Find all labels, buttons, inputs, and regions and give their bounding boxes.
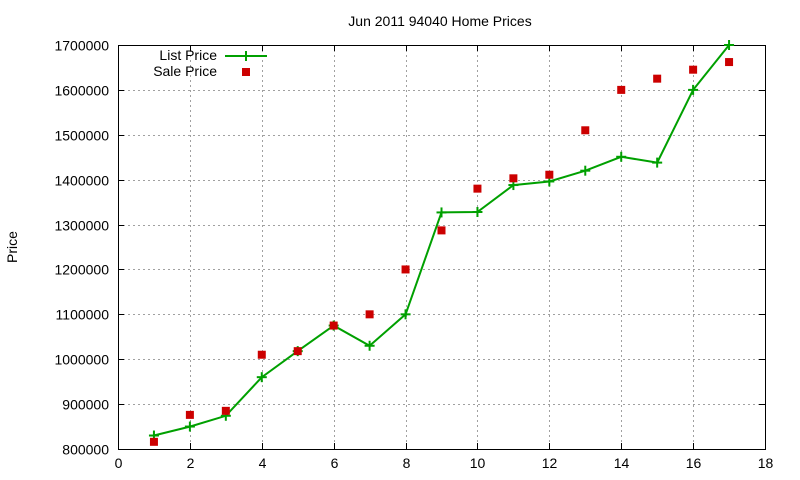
square-marker-icon: [149, 437, 158, 446]
x-tick-label: 0: [115, 455, 123, 471]
square-marker-icon: [221, 406, 230, 415]
y-tick-label: 1200000: [54, 262, 109, 278]
square-marker-icon: [509, 174, 518, 183]
square-marker-icon: [689, 65, 698, 74]
y-tick-label: 1400000: [54, 173, 109, 189]
x-axis-ticks: 0 2 4 6 8 10 12 14 16 18: [115, 45, 774, 471]
y-axis-label: Price: [4, 231, 20, 263]
x-tick-label: 18: [758, 455, 774, 471]
legend-label-sale-price: Sale Price: [153, 63, 217, 79]
chart-title: Jun 2011 94040 Home Prices: [348, 13, 531, 29]
plot-frame: [118, 45, 766, 450]
y-tick-label: 1600000: [54, 83, 109, 99]
square-marker-icon: [401, 265, 410, 274]
square-marker-icon: [257, 350, 266, 359]
y-tick-label: 1700000: [54, 38, 109, 54]
x-tick-label: 4: [259, 455, 267, 471]
legend: List Price Sale Price: [153, 47, 267, 79]
square-marker-icon: [365, 310, 374, 319]
square-marker-icon: [185, 410, 194, 419]
x-tick-label: 14: [614, 455, 630, 471]
x-tick-label: 2: [187, 455, 195, 471]
square-marker-icon: [545, 170, 554, 179]
series-sale-price: [149, 58, 734, 446]
legend-label-list-price: List Price: [159, 47, 217, 63]
x-tick-label: 10: [470, 455, 486, 471]
y-tick-label: 1100000: [56, 307, 110, 323]
y-tick-label: 1500000: [54, 128, 109, 144]
legend-square-marker-icon: [242, 68, 250, 76]
legend-plus-marker-icon: [241, 51, 251, 61]
y-tick-label: 1300000: [54, 218, 109, 234]
square-marker-icon: [617, 85, 626, 94]
y-tick-label: 1000000: [54, 352, 109, 368]
plot-border: [118, 45, 766, 450]
square-marker-icon: [653, 74, 662, 83]
square-marker-icon: [437, 226, 446, 235]
square-marker-icon: [581, 126, 590, 135]
square-marker-icon: [329, 321, 338, 330]
y-tick-label: 800000: [62, 442, 109, 458]
x-tick-label: 12: [542, 455, 558, 471]
y-axis-ticks: 800000 900000 1000000 1100000 1200000 1300000…: [54, 38, 765, 458]
x-tick-label: 6: [331, 455, 339, 471]
square-marker-icon: [725, 58, 734, 67]
y-tick-label: 900000: [62, 397, 109, 413]
x-tick-label: 8: [403, 455, 411, 471]
square-marker-icon: [293, 347, 302, 356]
x-tick-label: 16: [686, 455, 702, 471]
square-marker-icon: [473, 184, 482, 193]
